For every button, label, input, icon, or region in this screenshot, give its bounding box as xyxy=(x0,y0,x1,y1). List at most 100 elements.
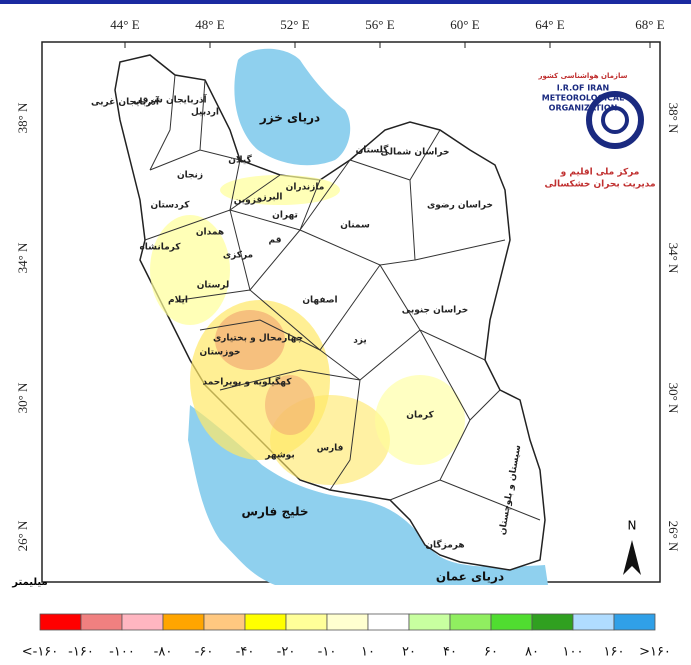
region-label: کردستان xyxy=(150,201,190,211)
legend-label: ۲۰ xyxy=(402,645,416,660)
region-label: مازندران xyxy=(286,183,325,193)
logo-text: سازمان هواشناسی کشور xyxy=(538,72,628,80)
legend-label: ۱۶۰ xyxy=(604,645,625,660)
lon-label: 56° E xyxy=(365,17,394,32)
region-label: خراسان جنوبی xyxy=(402,306,469,316)
logo-text: مرکز ملی اقلیم و xyxy=(560,168,640,178)
logo-text: I.R.OF IRAN xyxy=(557,84,609,93)
legend-swatch xyxy=(285,613,328,631)
lat-label: 34° N xyxy=(15,242,30,273)
region-label: بوشهر xyxy=(264,451,294,461)
shading xyxy=(220,175,340,205)
logo-text: مدیریت بحران خشکسالی xyxy=(544,180,655,190)
region-label: البرز xyxy=(261,193,283,203)
lat-label: 38° N xyxy=(666,103,681,134)
region-label: خراسان شمالی xyxy=(381,148,450,158)
region-label: چهارمحال و بختیاری xyxy=(213,334,303,344)
lat-label: 26° N xyxy=(15,520,30,551)
region-label: کرمان xyxy=(406,411,434,421)
legend-label: <-۱۶۰ xyxy=(22,645,59,660)
legend-label: -۱۶۰ xyxy=(68,645,94,660)
legend-label: -۸۰ xyxy=(154,645,173,660)
region-label: آذربایجان شرقی xyxy=(133,94,207,106)
legend-label: -۶۰ xyxy=(195,645,214,660)
legend-label: -۴۰ xyxy=(236,645,255,660)
legend-swatch xyxy=(449,613,492,631)
legend-swatch xyxy=(408,613,451,631)
region-label: قم xyxy=(269,236,282,246)
lat-label: 26° N xyxy=(666,521,681,552)
lat-label: 34° N xyxy=(666,243,681,274)
unit-label: میلیمتر xyxy=(11,577,47,588)
region-label: فارس xyxy=(317,444,344,454)
legend-label: ۴۰ xyxy=(443,645,457,660)
region-label: ایلام xyxy=(168,296,188,306)
lon-label: 44° E xyxy=(110,17,139,32)
region-label: خراسان رضوی xyxy=(427,201,493,211)
sea-label: خلیج فارس xyxy=(241,505,308,519)
persian-gulf xyxy=(188,405,548,585)
north-label: N xyxy=(628,519,637,533)
region-label: همدان xyxy=(196,228,224,238)
region-label: اصفهان xyxy=(302,296,337,306)
top-bar xyxy=(0,0,691,4)
logo: سازمان هواشناسی کشور I.R.OF IRANMETEOROLO… xyxy=(538,72,656,190)
legend-swatch xyxy=(121,613,164,631)
sea-label: دریای خزر xyxy=(259,111,320,125)
legend-label: ۸۰ xyxy=(525,645,539,660)
province-borders xyxy=(144,74,541,521)
legend-label: >۱۶۰ xyxy=(639,645,671,660)
region-label: گلستان xyxy=(356,144,390,156)
lon-label: 52° E xyxy=(280,17,309,32)
logo-text: ORGANIZATION xyxy=(549,104,618,113)
region-label: هرمزگان xyxy=(425,539,464,551)
region-label: کرمانشاه xyxy=(139,243,181,253)
sea-label: دریای عمان xyxy=(436,570,504,584)
shading xyxy=(265,375,315,435)
region-label: یزد xyxy=(353,336,367,346)
legend-swatch xyxy=(613,613,656,631)
logo-mark xyxy=(601,106,629,134)
legend-label: -۲۰ xyxy=(277,645,296,660)
legend-swatch xyxy=(162,613,205,631)
region-label: قزوین xyxy=(234,196,263,206)
shading xyxy=(375,375,465,465)
logo-text: METEOROLOGICAL xyxy=(542,94,624,103)
logo-mark xyxy=(586,91,644,149)
legend-swatch xyxy=(80,613,123,631)
legend-label: -۱۰۰ xyxy=(109,645,135,660)
caspian-sea xyxy=(234,48,351,166)
legend-swatch xyxy=(203,613,246,631)
legend-swatch xyxy=(367,613,410,631)
lat-label: 30° N xyxy=(15,382,30,413)
region-label: لرستان xyxy=(197,281,230,291)
lon-label: 68° E xyxy=(635,17,664,32)
region-label: آذربایجان غربی xyxy=(91,96,160,108)
legend-swatch xyxy=(244,613,287,631)
legend-label: ۱۰۰ xyxy=(563,645,584,660)
legend-label: ۱۰ xyxy=(361,645,375,660)
region-label: گیلان xyxy=(228,154,252,166)
shading xyxy=(150,215,230,325)
legend-label: ۶۰ xyxy=(484,645,498,660)
region-label: زنجان xyxy=(177,171,203,181)
region-label: مرکزی xyxy=(223,251,253,261)
legend-swatch xyxy=(490,613,533,631)
lon-label: 64° E xyxy=(535,17,564,32)
lat-label: 38° N xyxy=(15,102,30,133)
region-label: کهگیلویه و بویراحمد xyxy=(203,376,293,388)
legend-swatch xyxy=(326,613,369,631)
lon-label: 48° E xyxy=(195,17,224,32)
region-label: تهران xyxy=(272,211,298,221)
lat-label: 30° N xyxy=(666,383,681,414)
legend-swatch xyxy=(39,613,82,631)
lon-label: 60° E xyxy=(450,17,479,32)
region-label: سمنان xyxy=(340,221,370,231)
legend-label: -۱۰ xyxy=(318,645,337,660)
north-arrow xyxy=(623,540,641,575)
region-label: اردبیل xyxy=(191,108,219,118)
legend-swatch xyxy=(531,613,574,631)
legend-swatch xyxy=(572,613,615,631)
